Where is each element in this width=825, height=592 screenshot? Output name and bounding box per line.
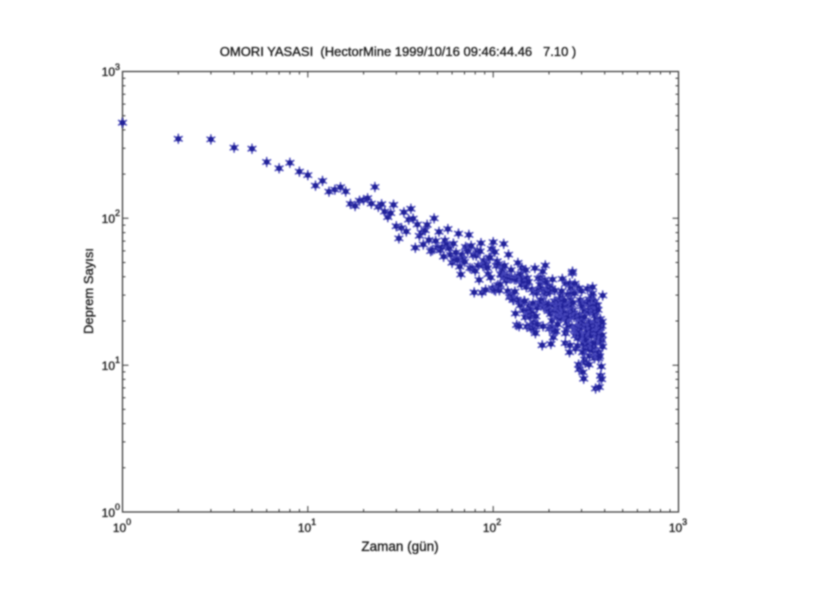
svg-text:2: 2: [115, 208, 120, 218]
svg-text:10: 10: [102, 65, 116, 79]
svg-text:10: 10: [102, 359, 116, 373]
svg-text:0: 0: [115, 502, 120, 512]
svg-text:OMORI YASASI (HectorMine 1999: OMORI YASASI (HectorMine 1999/10/16 09:4…: [220, 44, 577, 59]
svg-text:10: 10: [102, 212, 116, 226]
svg-text:102: 102: [483, 517, 501, 535]
svg-text:100: 100: [113, 517, 131, 535]
svg-text:Deprem Sayısı: Deprem Sayısı: [81, 248, 96, 334]
svg-text:Zaman (gün): Zaman (gün): [361, 539, 438, 554]
svg-text:101: 101: [298, 517, 316, 535]
svg-text:10: 10: [102, 506, 116, 520]
svg-text:3: 3: [115, 62, 120, 72]
svg-text:1: 1: [115, 355, 120, 365]
svg-text:103: 103: [669, 517, 687, 535]
